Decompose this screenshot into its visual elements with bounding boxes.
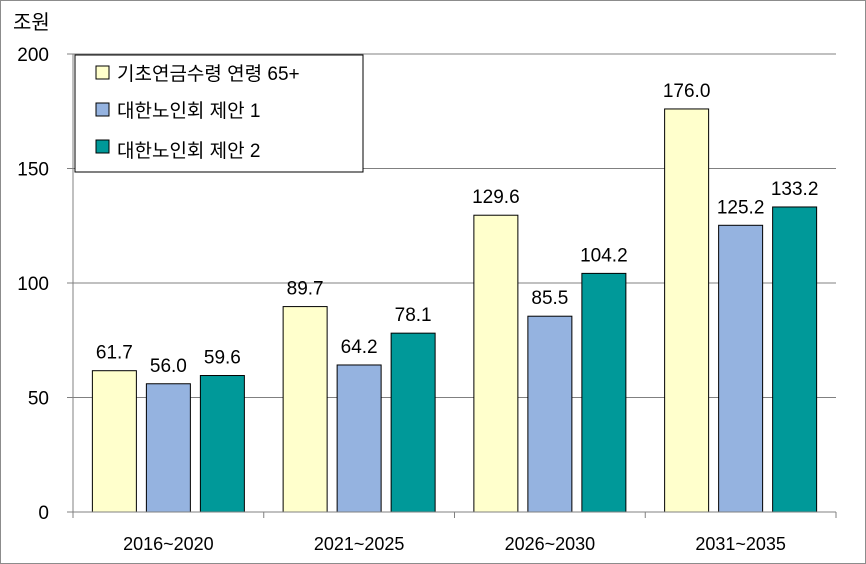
y-tick-label: 200 <box>17 45 49 66</box>
data-label: 104.2 <box>580 245 628 266</box>
bar <box>336 364 382 513</box>
data-label: 78.1 <box>395 305 432 326</box>
axes <box>67 53 837 518</box>
data-label: 125.2 <box>717 197 765 218</box>
y-tick-label: 0 <box>38 503 49 524</box>
x-tick-label: 2021~2025 <box>314 534 405 554</box>
bar <box>581 272 627 513</box>
bar <box>473 214 519 513</box>
data-label: 59.6 <box>204 348 241 369</box>
x-tick-label: 2016~2020 <box>123 534 214 554</box>
data-label: 85.5 <box>531 288 568 309</box>
data-label: 64.2 <box>341 337 378 358</box>
bar <box>145 383 191 513</box>
bars <box>91 108 818 513</box>
bar <box>527 315 573 513</box>
bar <box>718 224 764 513</box>
data-label: 89.7 <box>287 279 324 300</box>
bar <box>390 332 436 513</box>
legend-box <box>74 54 364 173</box>
data-label: 56.0 <box>150 356 187 377</box>
legend-label-1: 기초연금수령 연령 65+ <box>117 63 300 85</box>
legend-label-3: 대한노인회 제안 2 <box>117 140 261 162</box>
legend-swatch-3 <box>95 139 110 154</box>
legend: 기초연금수령 연령 65+ 대한노인회 제안 1 대한노인회 제안 2 <box>74 54 364 173</box>
legend-swatch-2 <box>95 102 110 117</box>
data-labels: 61.7 89.7 129.6 176.0 56.0 64.2 85.5 125.2 59.6 7… <box>96 81 819 377</box>
legend-label-2: 대한노인회 제안 1 <box>117 100 261 122</box>
y-tick-label: 100 <box>17 274 49 295</box>
data-label: 61.7 <box>96 343 133 364</box>
data-label: 129.6 <box>472 187 520 208</box>
bar <box>282 306 328 513</box>
bar <box>199 375 245 513</box>
y-axis-unit-label: 조원 <box>13 11 50 34</box>
y-tick-label: 50 <box>28 389 49 410</box>
x-tick-labels: 2016~2020 2021~2025 2026~2030 2031~2035 <box>123 534 786 554</box>
bar <box>772 206 818 513</box>
data-label: 133.2 <box>771 179 819 200</box>
bar <box>664 108 710 513</box>
legend-swatch-1 <box>95 65 110 80</box>
bar <box>91 370 137 513</box>
x-tick-label: 2031~2035 <box>695 534 786 554</box>
y-tick-labels: 0 50 100 150 200 <box>17 45 49 524</box>
x-tick-label: 2026~2030 <box>505 534 596 554</box>
data-label: 176.0 <box>663 81 711 102</box>
y-tick-label: 150 <box>17 160 49 181</box>
